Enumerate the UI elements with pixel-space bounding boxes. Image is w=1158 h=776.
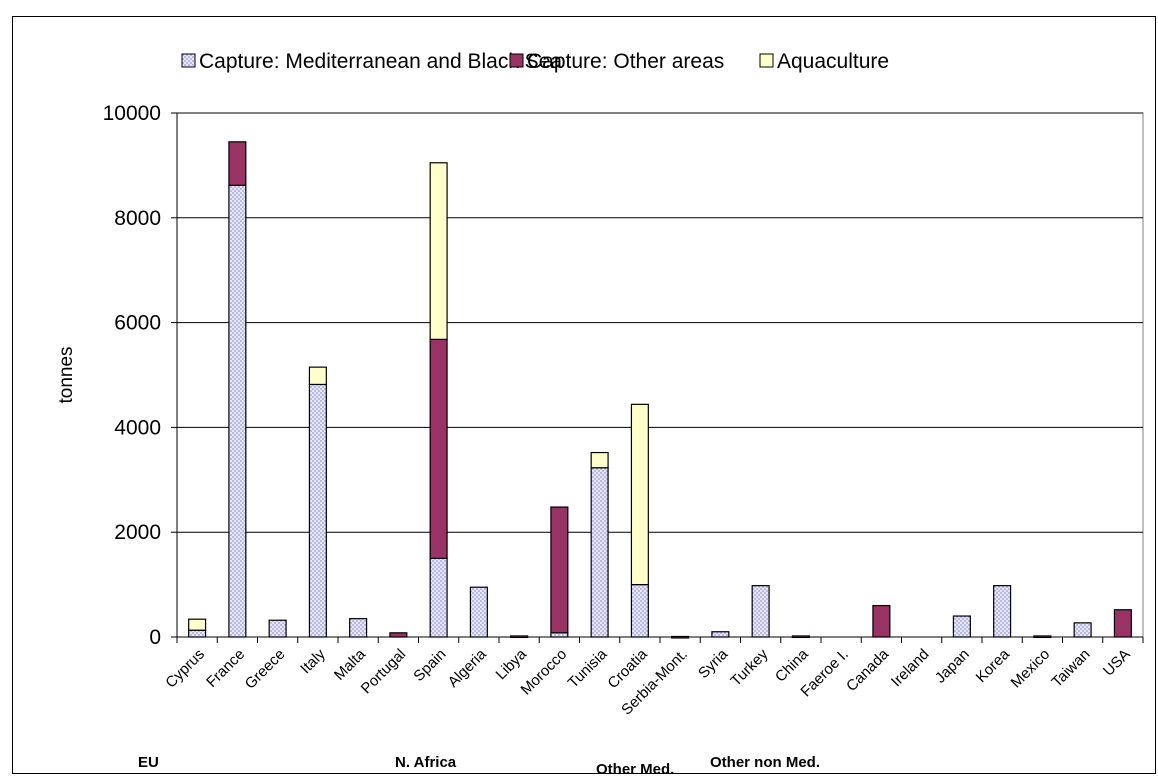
y-tick-label: 8000 — [114, 207, 161, 230]
y-tick-label: 2000 — [114, 521, 161, 544]
bar-segment — [469, 586, 488, 638]
group-label: Other Med. — [596, 761, 674, 776]
bars — [188, 141, 1132, 639]
bar-segment — [268, 619, 287, 638]
bar-segment — [630, 583, 649, 638]
x-tick-label: Japan — [932, 646, 973, 687]
x-tick-label: Turkey — [727, 645, 771, 689]
group-labels: EU N. Africa Other Med. Other non Med. — [138, 754, 820, 776]
bar-segment — [429, 338, 448, 560]
bar-segment — [308, 366, 327, 386]
bar-segment — [188, 618, 207, 631]
y-axis-label: tonnes — [56, 346, 77, 403]
legend-swatch — [759, 53, 774, 68]
x-tick-label: Italy — [297, 645, 329, 677]
bar-segment — [228, 141, 247, 186]
bar-segment — [751, 585, 770, 638]
bar-segment — [429, 557, 448, 638]
bar-segment — [590, 467, 609, 638]
bar-segment — [429, 162, 448, 340]
x-tick-label: Cyprus — [162, 646, 208, 692]
x-tick-label: Tunisia — [565, 645, 611, 691]
bar-segment — [791, 635, 810, 639]
bar-segment — [188, 629, 207, 638]
bar-segment — [993, 585, 1012, 638]
bar-segment — [590, 451, 609, 469]
x-tick-label: Canada — [843, 645, 893, 695]
x-tick-label: France — [203, 646, 248, 691]
y-tick-label: 6000 — [114, 312, 161, 335]
bar-segment — [872, 604, 891, 638]
group-label: EU — [138, 754, 159, 771]
x-tick-label: Ireland — [888, 646, 932, 690]
group-label: N. Africa — [395, 754, 457, 771]
bar-segment — [228, 184, 247, 638]
bar-segment — [389, 632, 408, 638]
legend-swatch — [181, 53, 196, 68]
x-tick-label: Libya — [493, 645, 531, 683]
y-axis: 0 2000 4000 6000 8000 10000 — [103, 102, 1143, 649]
bar-segment — [630, 403, 649, 586]
y-tick-label: 4000 — [114, 416, 161, 439]
bar-segment — [550, 632, 569, 638]
bar-segment — [711, 631, 730, 638]
bar-segment — [1073, 622, 1092, 638]
x-tick-label: Taiwan — [1048, 646, 1093, 691]
bar-segment — [550, 506, 569, 634]
x-tick-label: USA — [1100, 646, 1134, 680]
bar-segment — [308, 383, 327, 638]
legend-label: Capture: Other areas — [527, 50, 724, 73]
legend: Capture: Mediterranean and Black SeaCapt… — [181, 50, 889, 73]
y-tick-label: 0 — [149, 626, 161, 649]
y-tick-label: 10000 — [103, 102, 161, 125]
x-tick-label: Mexico — [1008, 646, 1054, 692]
bar-segment — [952, 615, 971, 638]
group-label: Other non Med. — [710, 754, 820, 771]
bar-segment — [510, 635, 529, 639]
legend-label: Capture: Mediterranean and Black Sea — [199, 50, 562, 73]
x-tick-label: Algeria — [445, 645, 491, 691]
chart-frame — [12, 16, 1156, 774]
legend-swatch — [509, 53, 524, 68]
x-tick-label: Portugal — [358, 646, 410, 698]
x-tick-label: Greece — [242, 646, 289, 693]
bar-segment — [1033, 635, 1052, 639]
bar-segment — [1113, 609, 1132, 638]
x-tick-label: Syria — [695, 645, 732, 682]
bar-segment — [349, 618, 368, 638]
bar-segment — [671, 635, 690, 639]
legend-label: Aquaculture — [777, 50, 889, 73]
